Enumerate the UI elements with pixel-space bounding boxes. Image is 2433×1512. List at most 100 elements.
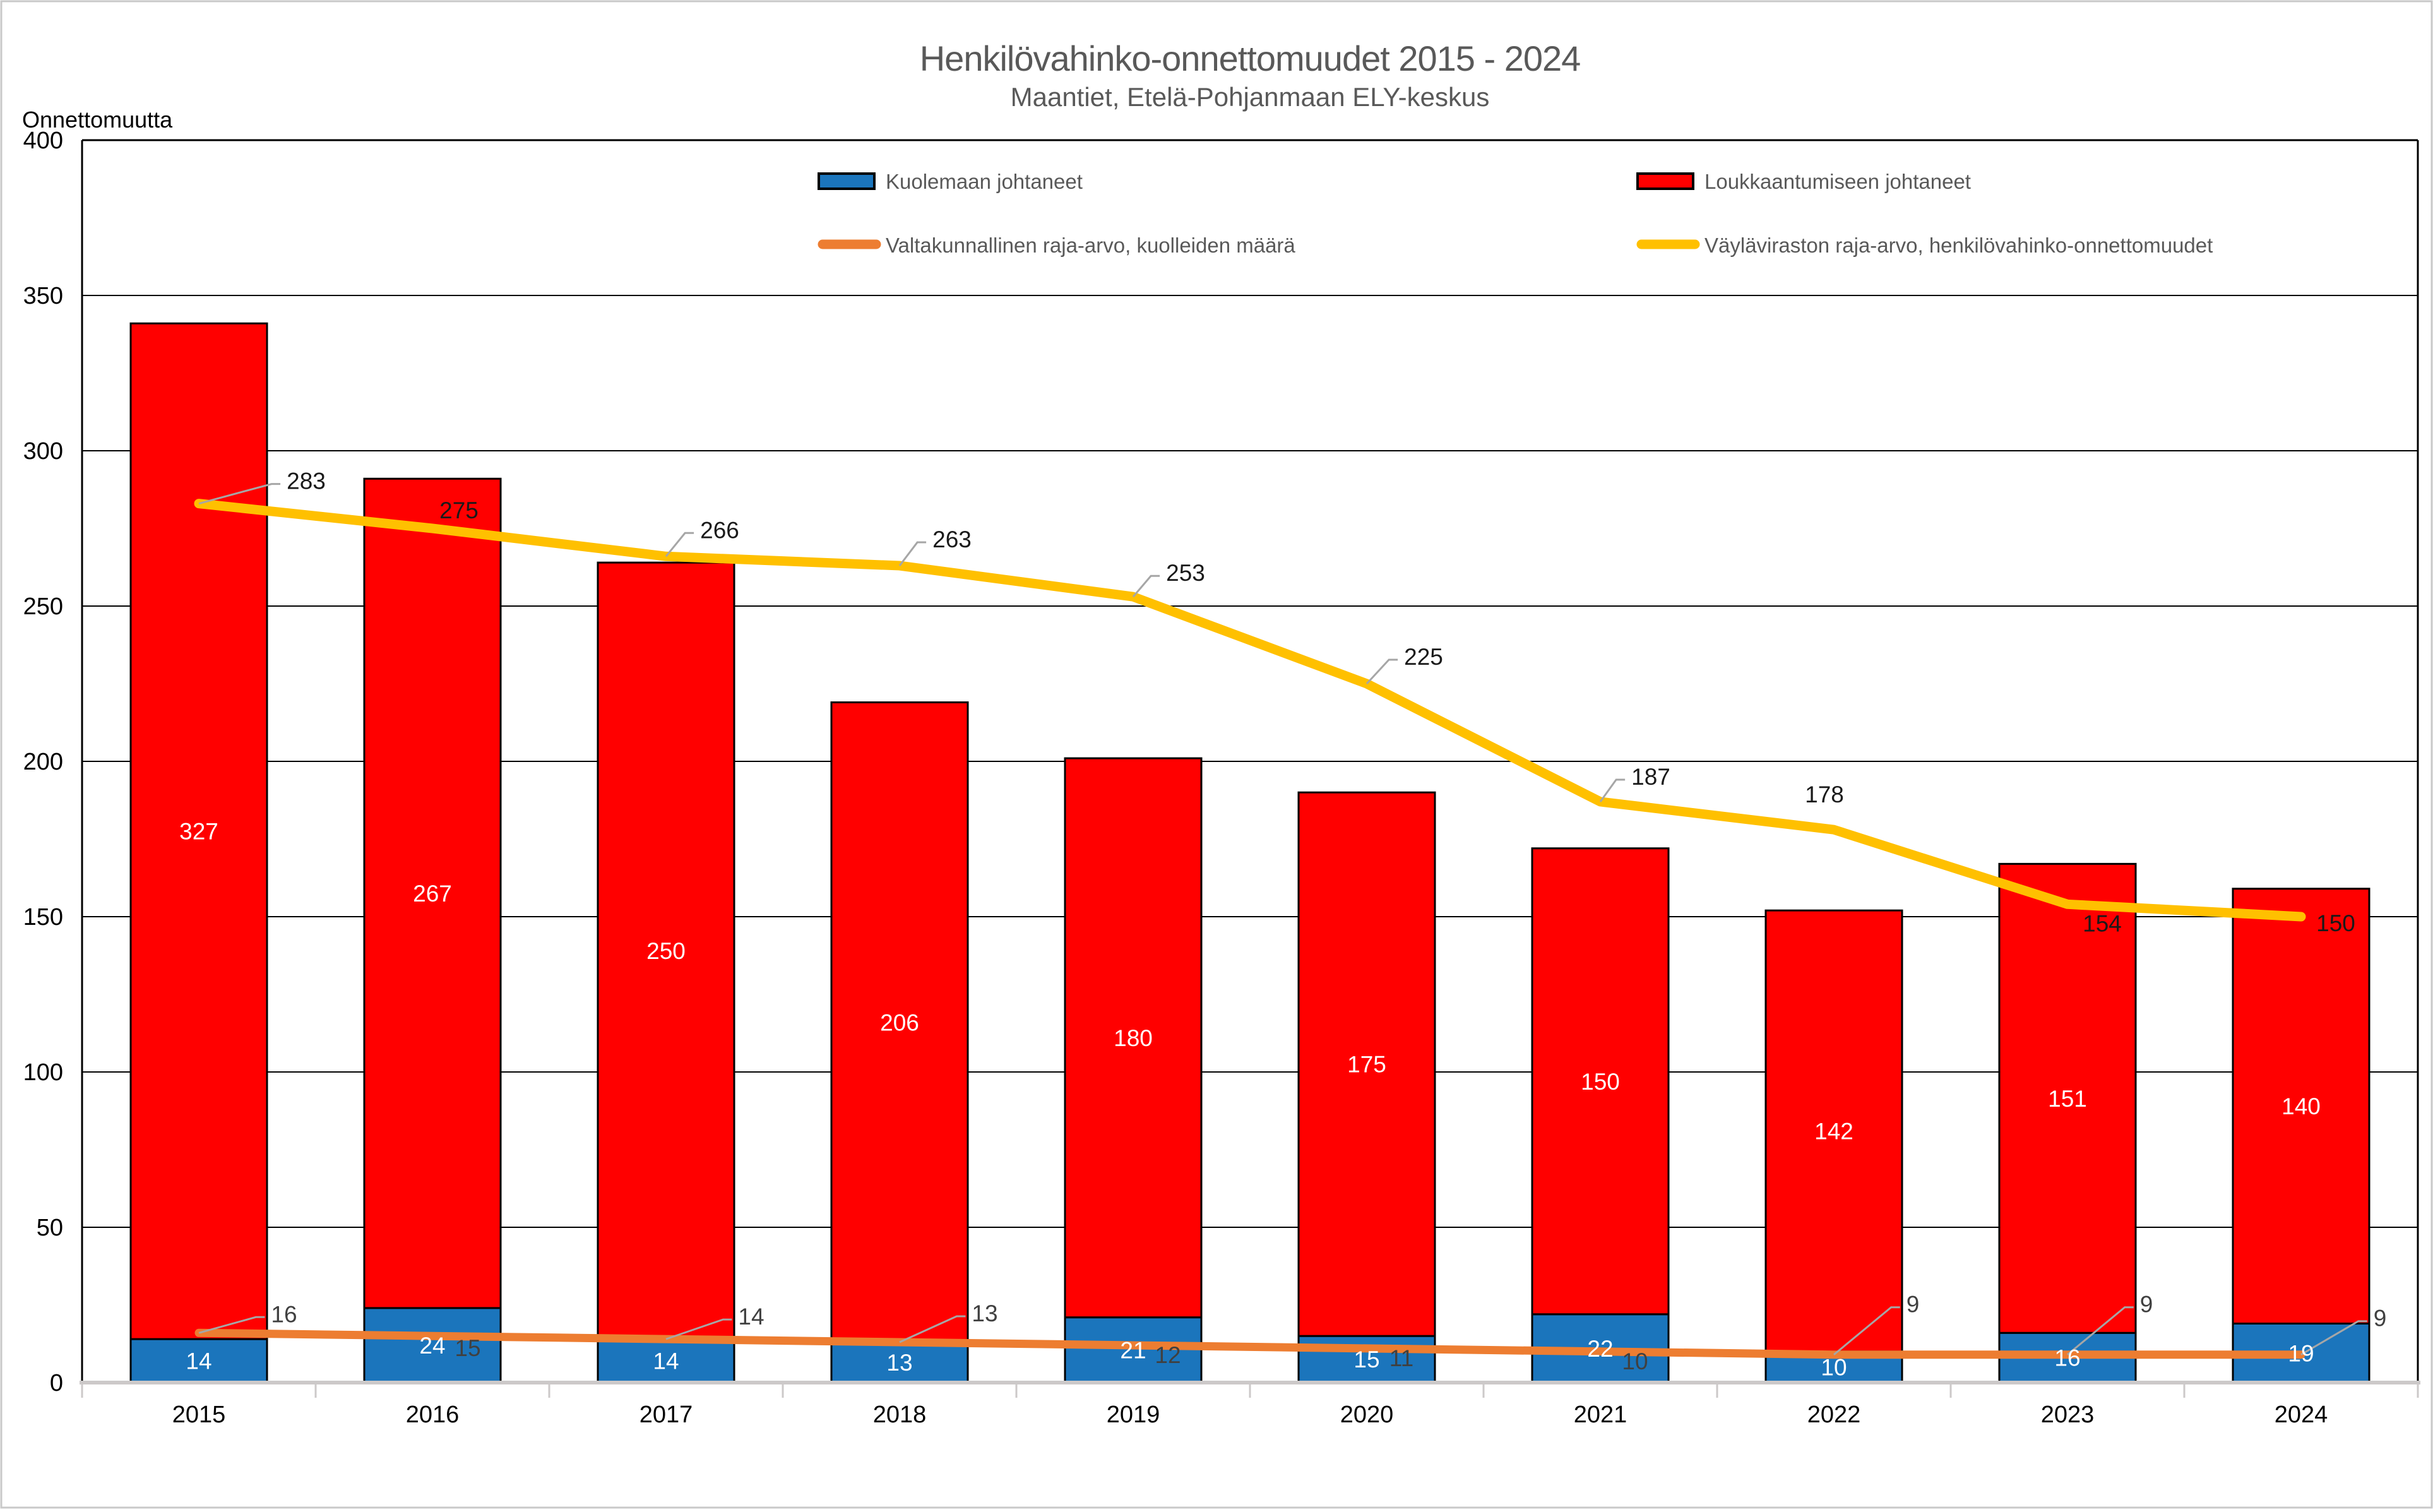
x-tick-label: 2024 <box>2275 1402 2328 1428</box>
y-tick-label: 50 <box>37 1215 63 1241</box>
bar-series <box>129 322 2371 1384</box>
callout-leader <box>1132 574 1160 598</box>
line-value-label: 9 <box>2374 1306 2387 1331</box>
line-value-label: 13 <box>972 1301 997 1326</box>
line-value-label: 15 <box>455 1335 480 1361</box>
line-value-label: 150 <box>2316 910 2355 936</box>
legend-label-fatal: Kuolemaan johtaneet <box>886 170 1083 193</box>
bar-value-label: 150 <box>1581 1069 1620 1095</box>
line-value-label: 275 <box>439 497 479 523</box>
callout-leader <box>899 1315 966 1343</box>
bar-value-label: 22 <box>1587 1336 1613 1362</box>
page-subtitle: Maantiet, Etelä-Pohjanmaan ELY-keskus <box>1011 82 1490 112</box>
legend-label-fta-limit: Väyläviraston raja-arvo, henkilövahinko-… <box>1704 234 2213 257</box>
y-tick-label: 200 <box>23 749 63 775</box>
x-tick-label: 2015 <box>172 1402 226 1428</box>
line-value-label: 178 <box>1805 782 1844 807</box>
value-labels: 14 24 14 13 21 15 22 10 16 19 327 267 250 206 180 175 15… <box>179 468 2386 1381</box>
bar-segment-injury-2022 <box>1764 909 1903 1353</box>
bar-segment-injury-2015 <box>129 322 268 1340</box>
plot-border <box>81 139 2419 1383</box>
bar-segment-injury-2018 <box>830 701 969 1343</box>
bar-value-label: 140 <box>2281 1093 2321 1119</box>
axes: 0 50 100 150 200 250 300 350 400 2015 2016 2017 2018… <box>23 128 2420 1428</box>
y-tick-label: 100 <box>23 1059 63 1086</box>
x-tick-label: 2021 <box>1574 1402 1627 1428</box>
line-value-label: 283 <box>287 468 326 494</box>
y-tick-label: 0 <box>50 1370 63 1396</box>
bar-value-label: 15 <box>1353 1347 1379 1372</box>
line-value-label: 154 <box>2083 910 2122 936</box>
bar-segment-injury-2020 <box>1297 791 1436 1337</box>
bar-value-label: 13 <box>886 1350 912 1376</box>
y-tick-label: 150 <box>23 904 63 931</box>
legend: Kuolemaan johtaneet Loukkaantumiseen joh… <box>818 170 2213 257</box>
line-value-label: 12 <box>1155 1342 1181 1368</box>
callout-leader <box>198 1316 265 1334</box>
line-value-label: 263 <box>932 527 972 552</box>
y-axis-title: Onnettomuutta <box>22 107 173 133</box>
x-tick-label: 2019 <box>1107 1402 1160 1428</box>
x-tick-label: 2020 <box>1340 1402 1394 1428</box>
line-value-label: 10 <box>1622 1348 1648 1374</box>
callout-leader <box>665 532 694 557</box>
bar-value-label: 180 <box>1114 1025 1153 1051</box>
line-series <box>194 499 2306 1359</box>
line-value-label: 9 <box>2140 1292 2153 1318</box>
bar-value-label: 19 <box>2288 1340 2314 1366</box>
callout-leader <box>2300 1320 2367 1356</box>
line-value-label: 14 <box>738 1304 764 1330</box>
bar-value-label: 21 <box>1120 1337 1146 1363</box>
line-value-label: 16 <box>271 1301 297 1327</box>
bar-value-label: 10 <box>1821 1354 1847 1380</box>
bar-value-label: 24 <box>419 1333 445 1359</box>
bar-segment-injury-2019 <box>1064 757 1203 1319</box>
page-title: Henkilövahinko-onnettomuudet 2015 - 2024 <box>920 39 1581 78</box>
line-value-label: 187 <box>1631 764 1670 790</box>
y-tick-label: 300 <box>23 438 63 465</box>
bar-value-label: 327 <box>179 819 218 845</box>
y-tick-label: 400 <box>23 128 63 154</box>
bar-segment-injury-2016 <box>363 477 502 1309</box>
x-tick-label: 2022 <box>1807 1402 1861 1428</box>
line-value-label: 225 <box>1404 644 1443 670</box>
line-value-label: 9 <box>1907 1292 1920 1318</box>
x-tick-label: 2018 <box>873 1402 927 1428</box>
bar-segment-injury-2017 <box>597 561 735 1340</box>
callout-leader <box>898 541 927 566</box>
bar-segment-injury-2024 <box>2232 888 2371 1325</box>
line-value-label: 11 <box>1389 1345 1413 1371</box>
callout-leaders <box>198 483 2367 1356</box>
legend-swatch-injury <box>1636 172 1694 190</box>
legend-label-injury: Loukkaantumiseen johtaneet <box>1704 170 1971 193</box>
bar-value-label: 14 <box>186 1348 211 1374</box>
callout-leader <box>1833 1306 1900 1355</box>
bar-value-label: 250 <box>646 938 686 964</box>
legend-item-fatal: Kuolemaan johtaneet <box>818 170 1083 193</box>
legend-swatch-fatal <box>818 172 876 190</box>
bar-value-label: 14 <box>653 1348 679 1374</box>
line-value-label: 253 <box>1166 560 1205 586</box>
bar-segment-injury-2023 <box>1998 862 2137 1334</box>
bar-value-label: 206 <box>880 1009 919 1035</box>
bar-value-label: 175 <box>1347 1052 1386 1078</box>
bar-segment-injury-2021 <box>1531 847 1670 1316</box>
bar-value-label: 151 <box>2048 1086 2087 1112</box>
line-value-label: 266 <box>700 517 739 543</box>
series-line-fta-limit <box>194 499 2306 922</box>
callout-leader <box>198 483 281 505</box>
x-tick-label: 2017 <box>639 1402 693 1428</box>
legend-item-injury: Loukkaantumiseen johtaneet <box>1636 170 1971 193</box>
y-tick-label: 250 <box>23 593 63 620</box>
callout-leader <box>665 1318 732 1340</box>
x-tick-label: 2016 <box>406 1402 460 1428</box>
bar-value-label: 142 <box>1814 1118 1853 1144</box>
callout-leader <box>2067 1306 2134 1355</box>
bar-value-label: 267 <box>413 881 452 907</box>
legend-label-national-limit: Valtakunnallinen raja-arvo, kuolleiden m… <box>886 234 1295 257</box>
legend-item-national-limit: Valtakunnallinen raja-arvo, kuolleiden m… <box>818 234 1295 257</box>
series-line-national-limit <box>194 1328 2305 1359</box>
x-tick-label: 2023 <box>2041 1402 2095 1428</box>
